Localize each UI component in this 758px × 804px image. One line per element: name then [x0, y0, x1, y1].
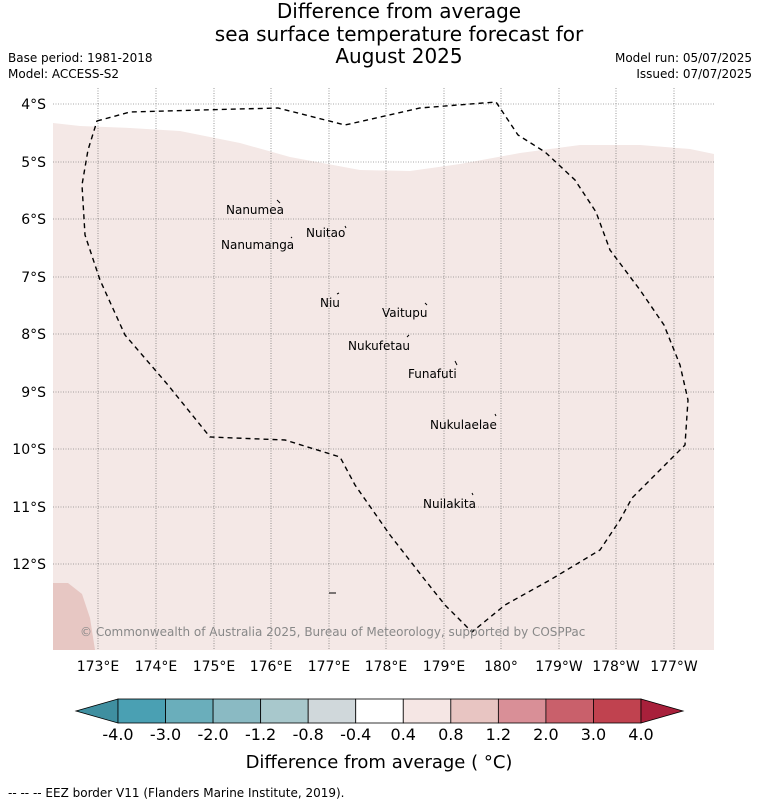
island-label-funafuti: Funafuti [408, 367, 457, 381]
island-label-nanumanga: Nanumanga [221, 238, 294, 252]
colorbar-tick-label: -0.4 [340, 725, 372, 744]
island-shape-niu [336, 292, 340, 295]
island-label-nukulaelae: Nukulaelae [430, 418, 497, 432]
colorbar-title: Difference from average ( °C) [245, 752, 513, 773]
latitude-tick-label: 12°S [12, 557, 46, 573]
latitude-labels: 4°S 5°S 6°S 7°S 8°S 9°S 10°S 11°S 12°S [12, 97, 46, 573]
island-shape-nuilakita [471, 492, 474, 496]
longitude-tick-label: 179°E [423, 659, 466, 675]
colorbar-extend-high [640, 698, 685, 724]
latitude-tick-label: 4°S [21, 97, 46, 113]
island-shape-nuitao [344, 225, 347, 229]
issued-date: Issued: 07/07/2025 [636, 67, 752, 81]
colorbar-bin [117, 698, 166, 724]
anomaly-fill-medium [53, 583, 95, 650]
base-period: Base period: 1981-2018 [8, 51, 153, 65]
colorbar-bin [402, 698, 452, 724]
title-line-3: August 2025 [335, 44, 463, 68]
island-label-nanumea: Nanumea [226, 203, 284, 217]
longitude-tick-label: 178°W [592, 659, 640, 675]
colorbar-tick-label: 2.0 [533, 725, 559, 744]
footer-note: -- -- -- EEZ border V11 (Flanders Marine… [8, 786, 345, 800]
graticule [53, 88, 714, 650]
island-shape-nanumanga [290, 236, 293, 239]
longitude-tick-label: 173°E [77, 659, 120, 675]
colorbar-tick-label: -3.0 [149, 725, 182, 744]
latitude-tick-label: 9°S [21, 385, 46, 401]
island-label-nuilakita: Nuilakita [423, 497, 476, 511]
meta-right: Model run: 05/07/2025 Issued: 07/07/2025 [615, 50, 752, 82]
colorbar [74, 698, 685, 724]
colorbar-extend-low [74, 698, 119, 724]
title-line-2: sea surface temperature forecast for [214, 21, 584, 46]
island-label-niu: Niu [320, 296, 340, 310]
colorbar-bin [355, 698, 404, 724]
meta-left: Base period: 1981-2018 Model: ACCESS-S2 [8, 50, 153, 82]
colorbar-tick-label: 1.2 [485, 725, 512, 744]
model-name: Model: ACCESS-S2 [8, 67, 120, 81]
copyright-text: © Commonwealth of Australia 2025, Bureau… [80, 625, 585, 639]
map-title: Difference from average sea surface temp… [150, 0, 648, 68]
longitude-tick-label: 177°E [308, 659, 351, 675]
latitude-tick-label: 6°S [21, 212, 46, 228]
latitude-tick-label: 8°S [21, 327, 46, 343]
longitude-tick-label: 179°W [535, 659, 583, 675]
colorbar-tick-label: 4.0 [628, 725, 654, 744]
model-run: Model run: 05/07/2025 [614, 51, 752, 65]
colorbar-tick-label: 3.0 [580, 725, 607, 744]
longitude-tick-label: 176°E [250, 659, 293, 675]
island-shape-vaitupu [424, 302, 428, 306]
colorbar-bin [497, 698, 547, 724]
longitude-tick-label: 175°E [193, 659, 236, 675]
anomaly-fill-light [53, 123, 714, 650]
longitude-labels: 173°E 174°E 175°E 176°E 177°E 178°E 179°E 180° 1… [77, 659, 698, 675]
colorbar-bin [450, 698, 499, 724]
latitude-tick-label: 7°S [21, 270, 46, 286]
longitude-tick-label: 178°E [365, 659, 408, 675]
colorbar-bin [545, 698, 594, 724]
latitude-tick-label: 5°S [21, 155, 46, 171]
longitude-tick-label: 174°E [135, 659, 178, 675]
colorbar-bin [212, 698, 262, 724]
longitude-tick-label: 177°W [650, 659, 698, 675]
colorbar-tick-label: -2.0 [197, 725, 229, 744]
colorbar-tick-label: 0.4 [390, 725, 416, 744]
colorbar-bin [165, 698, 214, 724]
colorbar-tick-label: -1.2 [245, 725, 277, 744]
island-label-vaitupu: Vaitupu [382, 306, 428, 320]
island-markers [276, 199, 497, 594]
colorbar-bin [260, 698, 309, 724]
colorbar-bin [593, 698, 642, 724]
colorbar-tick-label: -0.8 [292, 725, 324, 744]
island-label-nuitao: Nuitao [306, 226, 345, 240]
island-shape-nukufetau [406, 334, 410, 338]
island-shape-funafuti [454, 360, 458, 366]
island-shape-nanumea [276, 199, 281, 204]
colorbar-tick-label: -4.0 [102, 725, 134, 744]
latitude-tick-label: 11°S [12, 500, 46, 516]
island-shape-nukulaelae [494, 413, 497, 417]
title-line-1: Difference from average [276, 0, 522, 23]
island-label-nukufetau: Nukufetau [348, 339, 410, 353]
latitude-tick-label: 10°S [12, 442, 46, 458]
colorbar-bin [307, 698, 357, 724]
colorbar-tick-label: 0.8 [438, 725, 464, 744]
longitude-tick-label: 180° [484, 659, 518, 675]
